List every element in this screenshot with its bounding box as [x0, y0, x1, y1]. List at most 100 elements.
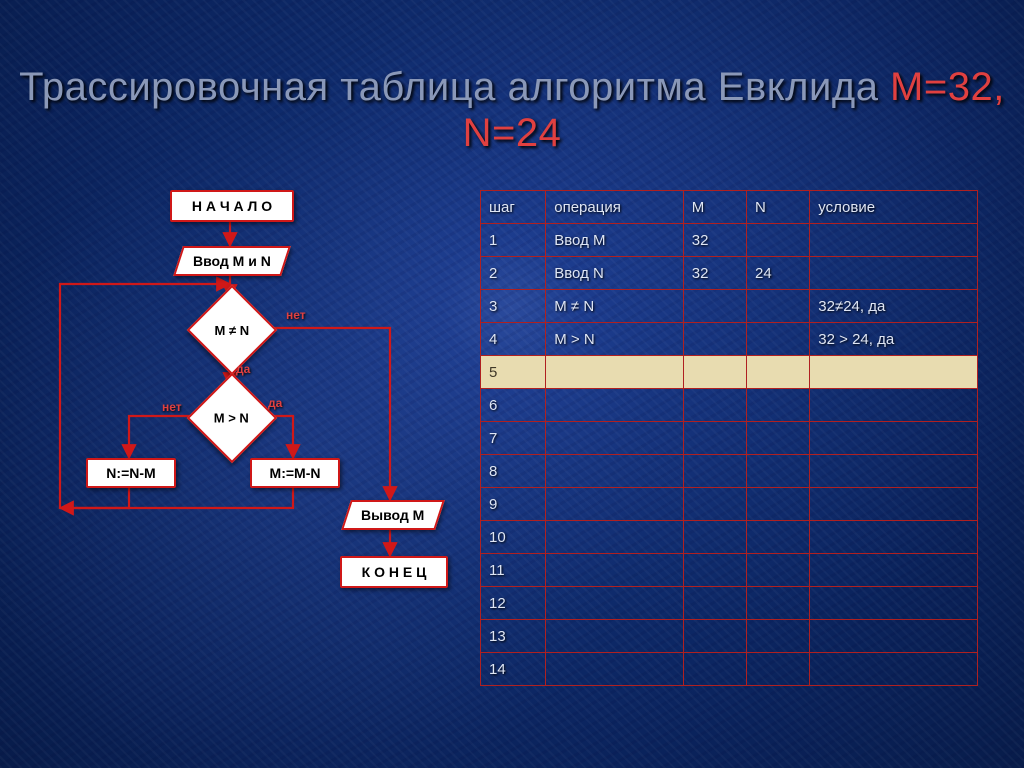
- title-main: Трассировочная таблица алгоритма Евклида: [19, 65, 890, 109]
- table-cell: 9: [481, 488, 546, 521]
- flow-node-output: Вывод M: [341, 500, 445, 530]
- col-header-4: условие: [810, 191, 978, 224]
- table-cell: [546, 554, 684, 587]
- table-cell: [747, 587, 810, 620]
- flow-label-yes1: да: [236, 362, 250, 376]
- table-cell: [747, 323, 810, 356]
- table-cell: [810, 422, 978, 455]
- table-row: 14: [481, 653, 978, 686]
- table-cell: [810, 620, 978, 653]
- table-row: 5: [481, 356, 978, 389]
- table-cell: [683, 554, 746, 587]
- table-cell: 11: [481, 554, 546, 587]
- table-cell: [683, 455, 746, 488]
- table-cell: [747, 620, 810, 653]
- table-cell: [747, 224, 810, 257]
- table-cell: [683, 422, 746, 455]
- table-cell: [546, 521, 684, 554]
- table-cell: [546, 587, 684, 620]
- table-body: 1Ввод M322Ввод N32243M ≠ N32≠24, да4M > …: [481, 224, 978, 686]
- table-cell: 13: [481, 620, 546, 653]
- table-cell: 32: [683, 257, 746, 290]
- table-cell: [747, 389, 810, 422]
- table-cell: [810, 389, 978, 422]
- col-header-2: M: [683, 191, 746, 224]
- table-cell: [546, 455, 684, 488]
- table-cell: 4: [481, 323, 546, 356]
- table-cell: [683, 653, 746, 686]
- table-cell: 32: [683, 224, 746, 257]
- flow-label-no1: нет: [286, 308, 306, 322]
- col-header-1: операция: [546, 191, 684, 224]
- table-cell: [810, 488, 978, 521]
- table-cell: Ввод N: [546, 257, 684, 290]
- table-cell: [747, 356, 810, 389]
- table-cell: 24: [747, 257, 810, 290]
- table-cell: [683, 620, 746, 653]
- table-cell: [747, 422, 810, 455]
- table-cell: [747, 290, 810, 323]
- table-cell: [546, 488, 684, 521]
- table-cell: 1: [481, 224, 546, 257]
- table-row: 2Ввод N3224: [481, 257, 978, 290]
- table-row: 12: [481, 587, 978, 620]
- col-header-3: N: [747, 191, 810, 224]
- table-cell: M > N: [546, 323, 684, 356]
- table-cell: [546, 356, 684, 389]
- table-row: 6: [481, 389, 978, 422]
- flowchart: Н А Ч А Л ОВвод M и NM ≠ NM > NN:=N-MM:=…: [50, 190, 450, 670]
- table-cell: [810, 587, 978, 620]
- table-cell: [683, 323, 746, 356]
- table-cell: 8: [481, 455, 546, 488]
- slide-title: Трассировочная таблица алгоритма Евклида…: [0, 64, 1024, 156]
- table-row: 7: [481, 422, 978, 455]
- flow-node-start: Н А Ч А Л О: [170, 190, 294, 222]
- flow-label-yes2: да: [268, 396, 282, 410]
- table-cell: [747, 554, 810, 587]
- table-cell: 32 > 24, да: [810, 323, 978, 356]
- flow-node-assignN: N:=N-M: [86, 458, 176, 488]
- table-cell: [546, 620, 684, 653]
- table-row: 11: [481, 554, 978, 587]
- slide: Трассировочная таблица алгоритма Евклида…: [0, 0, 1024, 768]
- table-cell: [810, 521, 978, 554]
- table-cell: [546, 653, 684, 686]
- table-cell: 5: [481, 356, 546, 389]
- table-cell: 10: [481, 521, 546, 554]
- table-cell: [683, 356, 746, 389]
- table-cell: [810, 455, 978, 488]
- table-row: 4M > N 32 > 24, да: [481, 323, 978, 356]
- table-row: 9: [481, 488, 978, 521]
- table-row: 8: [481, 455, 978, 488]
- flow-node-input: Ввод M и N: [173, 246, 291, 276]
- table-cell: [683, 521, 746, 554]
- col-header-0: шаг: [481, 191, 546, 224]
- table-row: 13: [481, 620, 978, 653]
- table-row: 10: [481, 521, 978, 554]
- table-cell: [683, 587, 746, 620]
- table-cell: [747, 521, 810, 554]
- table-cell: 12: [481, 587, 546, 620]
- table-cell: [747, 488, 810, 521]
- table-cell: [747, 653, 810, 686]
- table-cell: 32≠24, да: [810, 290, 978, 323]
- table-cell: [810, 224, 978, 257]
- table-cell: [810, 653, 978, 686]
- flow-edge-3: [129, 416, 200, 458]
- table-cell: 7: [481, 422, 546, 455]
- table-cell: [810, 257, 978, 290]
- table-cell: 6: [481, 389, 546, 422]
- table-cell: [683, 290, 746, 323]
- flow-node-end: К О Н Е Ц: [340, 556, 448, 588]
- table-cell: [546, 389, 684, 422]
- table-cell: 3: [481, 290, 546, 323]
- table-cell: 14: [481, 653, 546, 686]
- flow-node-assignM: M:=M-N: [250, 458, 340, 488]
- table-cell: [683, 488, 746, 521]
- table-cell: [810, 554, 978, 587]
- table-cell: [546, 422, 684, 455]
- table-cell: 2: [481, 257, 546, 290]
- table-cell: M ≠ N: [546, 290, 684, 323]
- table-cell: [810, 356, 978, 389]
- flow-label-no2: нет: [162, 400, 182, 414]
